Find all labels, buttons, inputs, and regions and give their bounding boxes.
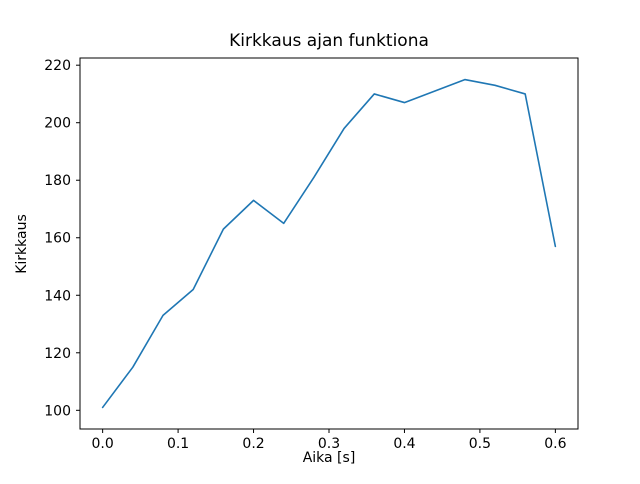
y-tick-label: 220 [44,58,71,74]
y-tick-label: 160 [44,231,71,247]
x-tick-label: 0.5 [469,436,491,452]
x-tick-label: 0.4 [393,436,415,452]
y-axis-label: Kirkkaus [14,214,30,274]
y-tick-label: 140 [44,288,71,304]
x-tick-label: 0.1 [167,436,189,452]
y-tick-label: 100 [44,403,71,419]
x-tick-label: 0.0 [92,436,114,452]
chart-title: Kirkkaus ajan funktiona [229,31,429,51]
y-tick-label: 180 [44,173,71,189]
axes-frame [79,57,579,430]
y-tick-label: 120 [44,346,71,362]
axes: 0.0 0.1 0.2 0.3 0.4 0.5 0.6 100 120 140 160 180 200 2… [44,57,579,452]
x-tick-label: 0.2 [242,436,264,452]
x-axis-label: Aika [s] [303,450,356,466]
data-line [101,78,557,409]
x-tick-label: 0.6 [544,436,566,452]
y-tick-label: 200 [44,116,71,132]
x-tick-label: 0.3 [318,436,340,452]
